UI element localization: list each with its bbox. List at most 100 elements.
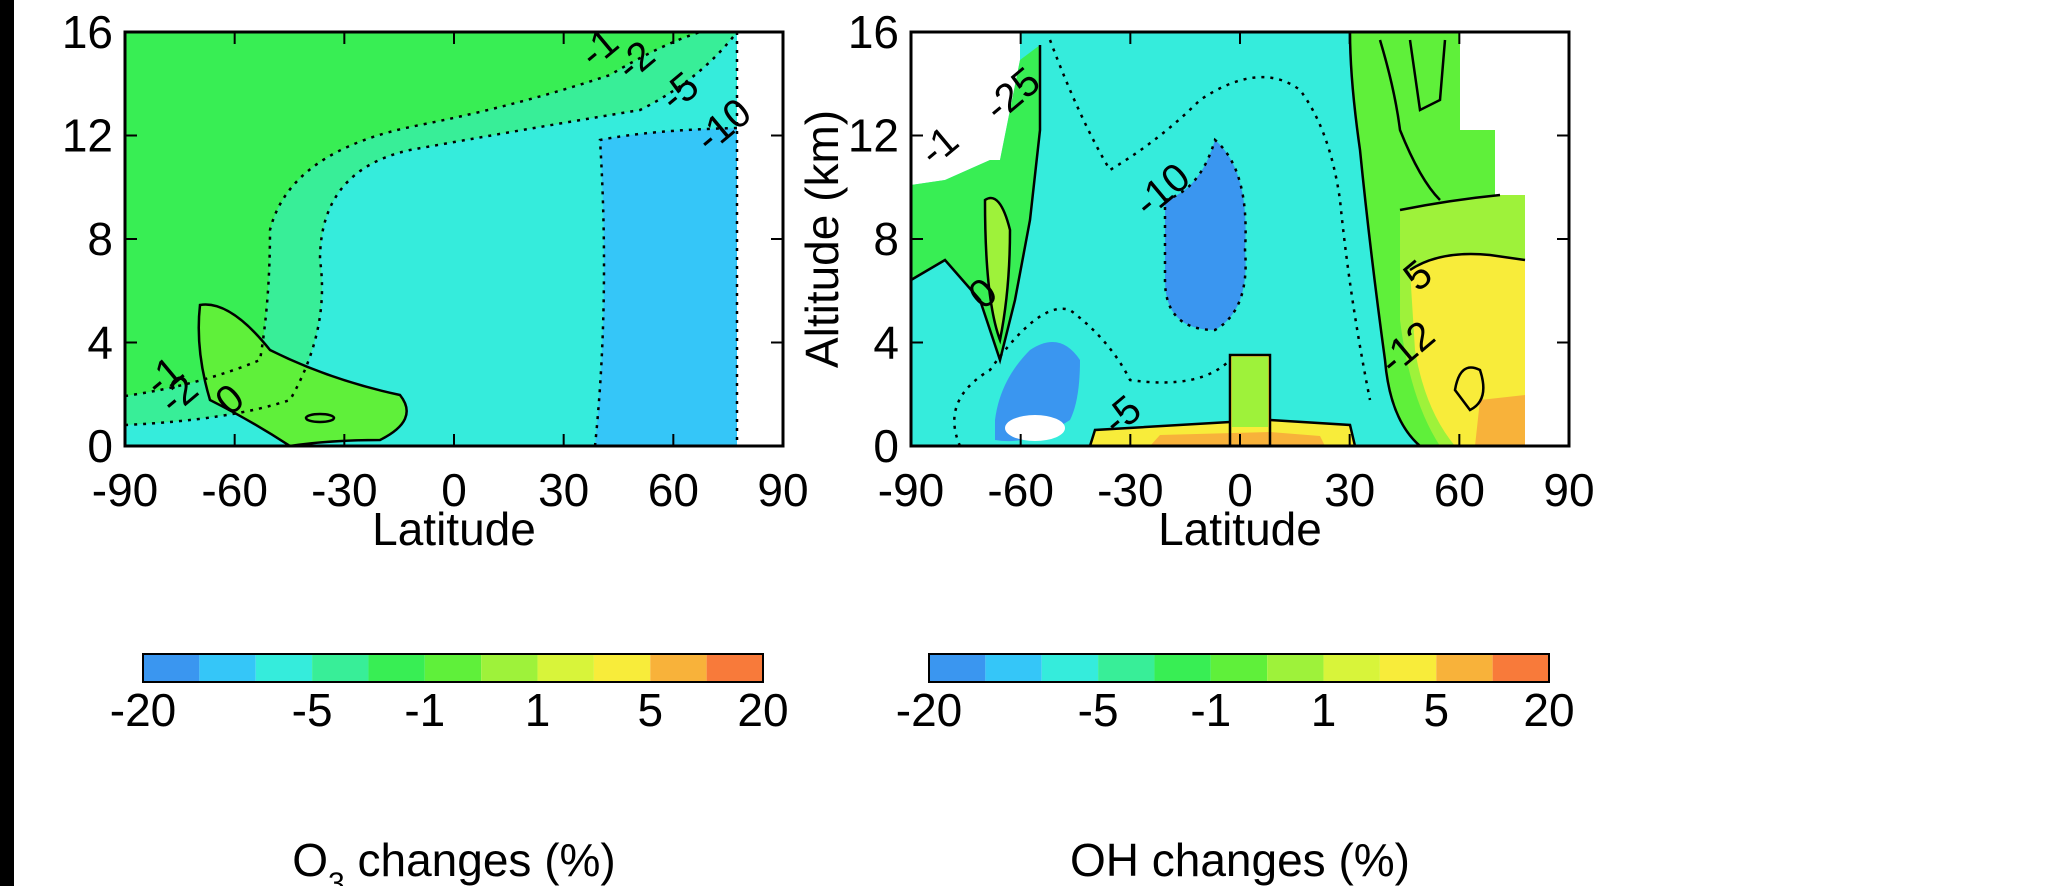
oh-colorbar-tick-label: 5	[1423, 684, 1449, 736]
o3-contour-lines	[125, 32, 739, 446]
o3-colorbar-tick-label: 20	[737, 684, 788, 736]
oh-yaxis-title: Altitude (km)	[796, 110, 848, 368]
oh-contour-lines	[911, 32, 1526, 446]
oh-axis-ticks: -90 -60 -30 0 30 60 90 0 4 8 12 16	[848, 6, 1595, 516]
oh-region-lower-blue	[995, 342, 1080, 442]
oh-colorbar-title-prefix: OH	[1070, 834, 1139, 886]
o3-colorbar-title: O3 changes (%)	[292, 834, 615, 886]
oh-xtick-label: -30	[1097, 464, 1163, 516]
oh-colorbar-frame	[928, 653, 1550, 683]
o3-colorbar-swatch	[312, 654, 369, 682]
oh-colorbar-swatch	[1323, 654, 1380, 682]
o3-contour-fill	[125, 32, 783, 446]
oh-xtick-label: 30	[1324, 464, 1375, 516]
o3-xtick-label: -30	[311, 464, 377, 516]
oh-colorbar-tick-label: 1	[1311, 684, 1337, 736]
oh-region-right-yellow	[1410, 254, 1525, 446]
o3-colorbar-tick-label: -1	[404, 684, 445, 736]
oh-xtick-label: 90	[1543, 464, 1594, 516]
o3-ytick-label: 4	[87, 317, 113, 369]
o3-axis-ticks: -90 -60 -30 0 30 60 90 0 4 8 12 16	[62, 6, 809, 516]
oh-colorbar-tick-label: -5	[1078, 684, 1119, 736]
o3-colorbar-title-suffix: changes (%)	[345, 834, 616, 886]
oh-xtick-label: -90	[878, 464, 944, 516]
oh-contour-right-two	[1399, 193, 1501, 212]
figure-left-border	[0, 0, 14, 886]
oh-region-eq-orange	[1150, 432, 1325, 446]
oh-xtick-label: -60	[987, 464, 1053, 516]
oh-region-right-orange	[1475, 395, 1525, 446]
oh-contour-fill	[911, 32, 1569, 446]
oh-contour-right-top	[1408, 39, 1447, 112]
o3-ytick-label: 16	[62, 6, 113, 58]
oh-region-blue-core	[1165, 140, 1246, 330]
oh-ytick-label: 8	[873, 213, 899, 265]
oh-colorbar-tick-label: 20	[1523, 684, 1574, 736]
oh-region-eq-yellow	[1090, 355, 1355, 446]
o3-contour-zero	[197, 303, 408, 446]
o3-colorbar-swatch	[537, 654, 594, 682]
o3-colorbar-title-prefix: O	[292, 834, 328, 886]
o3-xtick-label: -60	[201, 464, 267, 516]
o3-contour-minus5	[593, 126, 738, 446]
o3-colorbar-frame	[142, 653, 764, 683]
o3-xtick-label: 0	[441, 464, 467, 516]
oh-contour-minus5	[1048, 39, 1372, 401]
oh-region-left-inner	[985, 198, 1010, 340]
oh-ytick-label: 16	[848, 6, 899, 58]
oh-missing-top-right	[1460, 32, 1569, 446]
oh-colorbar-swatch	[1436, 654, 1493, 682]
o3-xaxis-title: Latitude	[372, 503, 536, 555]
o3-colorbar: -20 -5 -1 1 5 20	[110, 653, 789, 736]
o3-colorbar-tick-label: 1	[525, 684, 551, 736]
oh-contour-eq-left	[1088, 420, 1231, 446]
o3-ytick-label: 12	[62, 110, 113, 162]
oh-contour-right-five	[1409, 252, 1526, 272]
oh-colorbar-swatch	[1267, 654, 1324, 682]
o3-colorbar-swatch	[143, 654, 200, 682]
oh-colorbar-swatch	[1098, 654, 1155, 682]
o3-colorbar-swatch	[199, 654, 256, 682]
oh-colorbar-tick-label: -1	[1190, 684, 1231, 736]
o3-colorbar-swatch	[255, 654, 313, 682]
oh-contour-left-zero	[911, 45, 1042, 365]
o3-colorbar-tick-label: 5	[637, 684, 663, 736]
oh-contour-eq-right	[1269, 418, 1357, 446]
oh-ytick-label: 12	[848, 110, 899, 162]
oh-colorbar: -20 -5 -1 1 5 20	[896, 653, 1575, 736]
oh-contour-right-upper	[1378, 39, 1441, 201]
o3-colorbar-title-sub: 3	[328, 867, 345, 886]
oh-ytick-label: 4	[873, 317, 899, 369]
o3-xtick-label: 60	[648, 464, 699, 516]
oh-contour-minus5-low	[953, 307, 1231, 446]
o3-contour-minus2	[125, 32, 738, 427]
o3-colorbar-swatch	[481, 654, 538, 682]
o3-colorbar-swatch	[424, 654, 482, 682]
oh-colorbar-swatch	[985, 654, 1042, 682]
o3-contour-zero-small	[304, 412, 336, 424]
oh-colorbar-swatch	[1210, 654, 1268, 682]
o3-ytick-label: 8	[87, 213, 113, 265]
oh-colorbar-swatch	[1041, 654, 1099, 682]
oh-colorbar-title: OH changes (%)	[1070, 834, 1410, 886]
oh-colorbar-swatch	[1154, 654, 1211, 682]
o3-xtick-label: 90	[757, 464, 808, 516]
oh-colorbar-swatch	[1492, 654, 1549, 682]
oh-contour-minus10	[1163, 137, 1247, 332]
o3-xtick-label: -90	[92, 464, 158, 516]
oh-ytick-label: 0	[873, 420, 899, 472]
oh-colorbar-swatch	[929, 654, 986, 682]
oh-contour-left-inner	[983, 196, 1012, 345]
o3-colorbar-tick-label: -5	[292, 684, 333, 736]
o3-colorbar-swatch	[650, 654, 707, 682]
oh-xtick-label: 0	[1227, 464, 1253, 516]
o3-colorbar-swatch	[593, 654, 651, 682]
oh-colorbar-title-suffix: changes (%)	[1139, 834, 1410, 886]
oh-contour-right-small	[1453, 366, 1485, 412]
o3-region-minus2	[125, 32, 737, 446]
oh-xaxis-title: Latitude	[1158, 503, 1322, 555]
o3-ytick-label: 0	[87, 420, 113, 472]
panel-oh: -105-12-1-50-25 -90 -60 -30 0 30 60 900481216 …	[796, 6, 1595, 886]
